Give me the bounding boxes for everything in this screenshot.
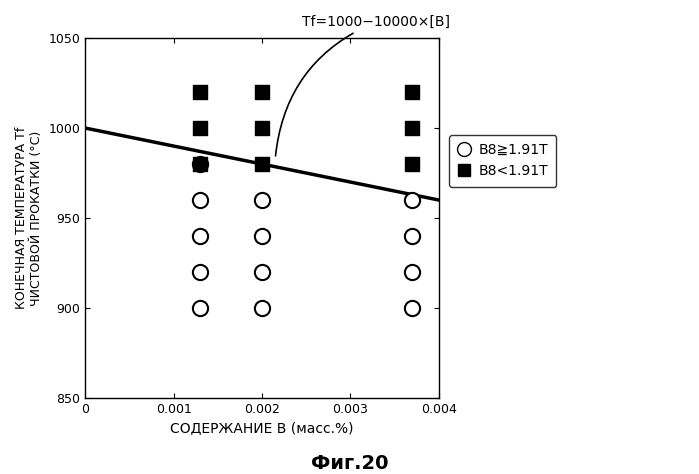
Point: [407, 304, 418, 312]
Point: [257, 88, 268, 96]
Point: [407, 124, 418, 132]
Point: [194, 196, 206, 204]
Point: [194, 160, 206, 168]
Point: [257, 304, 268, 312]
Point: [194, 232, 206, 240]
Point: [257, 232, 268, 240]
Point: [257, 196, 268, 204]
Point: [407, 196, 418, 204]
Point: [194, 160, 206, 168]
Legend: B8≧1.91T, B8<1.91T: B8≧1.91T, B8<1.91T: [449, 135, 556, 187]
Point: [407, 88, 418, 96]
Text: Фиг.20: Фиг.20: [311, 454, 388, 473]
Point: [194, 88, 206, 96]
Y-axis label: КОНЕЧНАЯ ТЕМПЕРАТУРА Tf
ЧИСТОВОЙ ПРОКАТКИ (°С): КОНЕЧНАЯ ТЕМПЕРАТУРА Tf ЧИСТОВОЙ ПРОКАТК…: [15, 127, 43, 309]
Point: [257, 268, 268, 276]
Point: [407, 268, 418, 276]
Point: [194, 268, 206, 276]
Point: [407, 160, 418, 168]
Text: Tf=1000−10000×[B]: Tf=1000−10000×[B]: [275, 15, 449, 156]
Point: [257, 124, 268, 132]
X-axis label: СОДЕРЖАНИЕ В (масс.%): СОДЕРЖАНИЕ В (масс.%): [171, 421, 354, 435]
Point: [194, 304, 206, 312]
Point: [407, 232, 418, 240]
Point: [257, 160, 268, 168]
Point: [194, 124, 206, 132]
